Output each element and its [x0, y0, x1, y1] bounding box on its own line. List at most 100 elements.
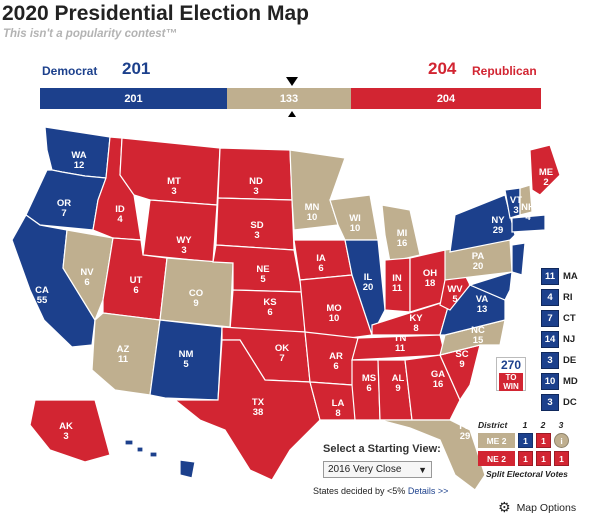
state-ny[interactable] — [449, 194, 516, 253]
district-row-me2: ME 2 1 1 i — [478, 433, 600, 448]
district-cell[interactable]: 1 — [518, 433, 533, 448]
state-label-tx: TX — [252, 397, 265, 408]
state-label-ia: IA — [316, 253, 326, 264]
state-label-ok: OK — [275, 343, 289, 354]
state-ev-ky: 8 — [413, 323, 418, 334]
small-state-abbr: CT — [563, 313, 576, 324]
small-state-count[interactable]: 14 — [541, 331, 559, 348]
state-tx[interactable] — [173, 339, 321, 481]
small-state-abbr: MA — [563, 271, 578, 282]
state-ev-ks: 6 — [267, 307, 272, 318]
state-label-mo: MO — [326, 303, 341, 314]
state-me[interactable] — [529, 144, 561, 196]
state-label-co: CO — [189, 288, 203, 299]
state-wy[interactable] — [142, 199, 218, 263]
state-ev-ut: 6 — [133, 285, 138, 296]
small-state-abbr: DC — [563, 397, 577, 408]
small-state-count[interactable]: 7 — [541, 310, 559, 327]
state-md[interactable] — [468, 271, 513, 301]
logo-270towin[interactable]: 270 TO WIN — [496, 357, 526, 391]
state-nm[interactable] — [149, 319, 223, 401]
small-state-count[interactable]: 4 — [541, 289, 559, 306]
district-panel: District 1 2 3 ME 2 1 1 i NE 2 1 1 1 Spl… — [478, 420, 600, 479]
small-state-row[interactable]: 3 DC — [541, 393, 578, 412]
state-nj[interactable] — [511, 242, 526, 276]
state-ev-ms: 6 — [366, 383, 371, 394]
state-ev-pa: 20 — [473, 261, 484, 272]
district-header: District — [478, 420, 508, 430]
district-cell[interactable]: 1 — [554, 451, 569, 466]
state-ev-co: 9 — [193, 298, 198, 309]
state-ev-mt: 3 — [171, 186, 176, 197]
state-ev-il: 20 — [363, 282, 374, 293]
small-state-row[interactable]: 11 MA — [541, 267, 578, 286]
small-state-list: 11 MA 4 RI 7 CT 14 NJ 3 DE 10 MD 3 DC — [541, 267, 578, 414]
district-cell[interactable]: 1 — [536, 451, 551, 466]
state-ev-me: 2 — [543, 177, 548, 188]
state-hi[interactable] — [124, 439, 196, 479]
state-nv[interactable] — [62, 229, 114, 322]
state-ev-or: 7 — [61, 208, 66, 219]
state-label-tn: TN — [394, 333, 407, 344]
state-label-al: AL — [392, 373, 405, 384]
small-state-count[interactable]: 10 — [541, 373, 559, 390]
small-state-row[interactable]: 7 CT — [541, 309, 578, 328]
state-ma[interactable] — [511, 214, 546, 233]
state-ak[interactable] — [29, 399, 111, 463]
district-col-3: 3 — [558, 420, 564, 430]
state-label-oh: OH — [423, 268, 437, 279]
state-ev-sd: 3 — [254, 230, 259, 241]
state-la[interactable] — [309, 381, 366, 421]
state-label-sc: SC — [455, 349, 468, 360]
state-label-fl: FL — [459, 421, 471, 432]
state-label-wa: WA — [71, 150, 86, 161]
district-col-2: 2 — [540, 420, 546, 430]
map-options-button[interactable]: ⚙ Map Options — [498, 499, 576, 516]
state-mt[interactable] — [119, 137, 221, 206]
state-label-id: ID — [115, 204, 125, 215]
state-ms[interactable] — [351, 359, 381, 421]
logo-top: 270 — [500, 358, 522, 372]
small-state-count[interactable]: 3 — [541, 352, 559, 369]
details-link[interactable]: Details >> — [407, 486, 449, 496]
state-label-az: AZ — [117, 344, 130, 355]
decided-text: States decided by <5% — [313, 486, 406, 496]
state-ca[interactable] — [11, 214, 96, 348]
small-state-row[interactable]: 10 MD — [541, 372, 578, 391]
small-state-count[interactable]: 11 — [541, 268, 559, 285]
state-fl[interactable] — [379, 419, 486, 491]
info-icon[interactable]: i — [554, 433, 569, 448]
starting-view-value: 2016 Very Close — [328, 464, 402, 475]
small-state-count[interactable]: 3 — [541, 394, 559, 411]
district-cell[interactable]: 1 — [536, 433, 551, 448]
split-electoral-label: Split Electoral Votes — [486, 469, 568, 479]
bar-dem: 201 — [40, 88, 227, 109]
state-ev-ca: 55 — [37, 295, 48, 306]
state-ev-nm: 5 — [183, 359, 189, 370]
dem-count: 201 — [122, 59, 151, 78]
starting-view-label: Select a Starting View: — [323, 443, 441, 455]
state-label-ne: NE — [256, 264, 269, 275]
state-ev-hi: 4 — [157, 472, 163, 483]
rep-label: Republican — [472, 64, 537, 78]
small-state-row[interactable]: 4 RI — [541, 288, 578, 307]
marker-top-icon — [286, 77, 298, 86]
state-nh[interactable] — [519, 184, 533, 216]
map-options-label: Map Options — [516, 501, 577, 514]
state-ev-mo: 10 — [329, 313, 340, 324]
decided-note: States decided by <5% Details >> — [313, 486, 448, 496]
state-label-ca: CA — [35, 285, 49, 296]
state-ga[interactable] — [404, 354, 461, 421]
state-ev-al: 9 — [395, 383, 400, 394]
district-cell[interactable]: 1 — [518, 451, 533, 466]
state-label-ga: GA — [431, 369, 445, 380]
state-ev-ar: 6 — [333, 361, 338, 372]
state-ev-ia: 6 — [318, 263, 323, 274]
small-state-row[interactable]: 14 NJ — [541, 330, 578, 349]
gear-icon: ⚙ — [498, 499, 511, 515]
state-label-wy: WY — [176, 235, 192, 246]
bar-rep: 204 — [351, 88, 541, 109]
small-state-row[interactable]: 3 DE — [541, 351, 578, 370]
starting-view-select[interactable]: 2016 Very Close ▼ — [323, 461, 432, 478]
